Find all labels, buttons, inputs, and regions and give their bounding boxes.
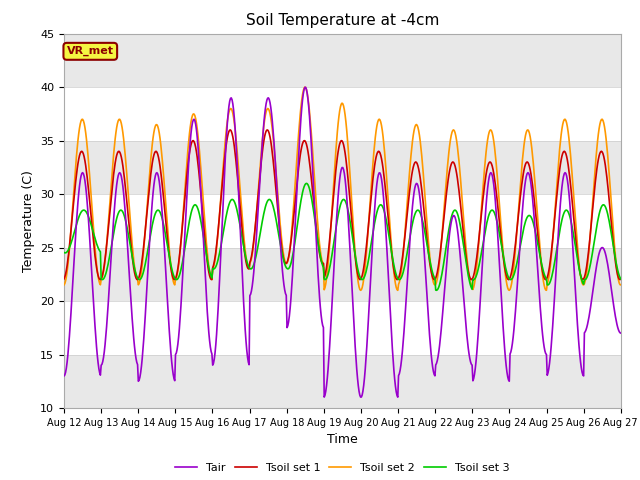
Tair: [214, 320, 221, 325]
Tsoil set 1: [70, 194, 78, 200]
Tsoil set 2: [127, 232, 135, 238]
Tsoil set 3: [184, 227, 192, 232]
Tsoil set 3: [70, 230, 78, 236]
Tsoil set 2: [428, 272, 436, 277]
Tsoil set 3: [303, 180, 310, 186]
Tair: [184, 172, 192, 178]
Tsoil set 2: [301, 84, 308, 90]
Title: Soil Temperature at -4cm: Soil Temperature at -4cm: [246, 13, 439, 28]
Legend: Tair, Tsoil set 1, Tsoil set 2, Tsoil set 3: Tair, Tsoil set 1, Tsoil set 2, Tsoil se…: [171, 458, 514, 478]
Tsoil set 1: [411, 160, 419, 166]
Tair: [60, 373, 68, 379]
Line: Tair: Tair: [64, 87, 621, 397]
Tsoil set 2: [70, 184, 78, 190]
Tsoil set 2: [412, 122, 419, 128]
Bar: [64, 34, 621, 87]
Tsoil set 3: [617, 276, 625, 282]
Tsoil set 3: [127, 249, 135, 255]
Bar: [64, 141, 621, 194]
Bar: [64, 248, 621, 301]
Tsoil set 1: [542, 277, 550, 283]
Tsoil set 3: [428, 264, 435, 269]
Tsoil set 2: [214, 238, 221, 243]
Tair: [394, 394, 402, 400]
Line: Tsoil set 1: Tsoil set 1: [64, 130, 621, 280]
Tsoil set 3: [214, 260, 221, 265]
Tsoil set 3: [433, 288, 440, 293]
Tsoil set 3: [411, 212, 419, 217]
Tsoil set 1: [214, 236, 221, 241]
Bar: [64, 355, 621, 408]
Tsoil set 1: [184, 162, 192, 168]
Tair: [617, 330, 625, 336]
X-axis label: Time: Time: [327, 433, 358, 446]
Y-axis label: Temperature (C): Temperature (C): [22, 170, 35, 272]
Tair: [412, 182, 419, 188]
Tsoil set 1: [227, 127, 234, 133]
Line: Tsoil set 2: Tsoil set 2: [64, 87, 621, 290]
Tsoil set 2: [617, 282, 625, 288]
Tsoil set 2: [184, 147, 192, 153]
Tair: [127, 304, 135, 310]
Tsoil set 1: [428, 268, 435, 274]
Tsoil set 1: [617, 276, 625, 282]
Tsoil set 1: [60, 276, 68, 282]
Tair: [428, 358, 436, 364]
Tair: [302, 84, 310, 90]
Tair: [70, 258, 78, 264]
Tsoil set 2: [60, 282, 68, 288]
Tsoil set 2: [394, 288, 402, 293]
Tsoil set 1: [127, 247, 135, 252]
Text: VR_met: VR_met: [67, 46, 114, 57]
Line: Tsoil set 3: Tsoil set 3: [64, 183, 621, 290]
Tsoil set 3: [60, 250, 68, 255]
